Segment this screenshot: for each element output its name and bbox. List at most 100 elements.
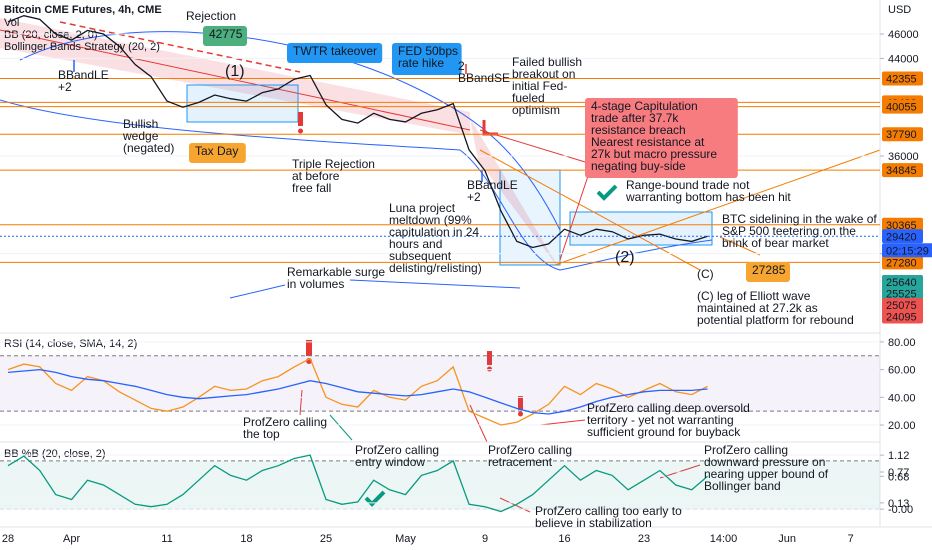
pointer [329, 414, 353, 441]
level-label-box [882, 99, 923, 114]
annotation-line: Failed bullish [512, 55, 582, 69]
alert-icons [298, 112, 523, 417]
annotation-line: (2) [615, 249, 635, 266]
x-tick-label: Jun [778, 533, 796, 545]
annotation-line: S&P 500 teetering on the [722, 224, 856, 238]
pointer [349, 279, 521, 289]
pointer [229, 284, 286, 299]
annotation-line: retracement [488, 455, 553, 469]
annotation: (1) [225, 63, 245, 80]
level-label-box [882, 217, 923, 232]
y-tick-label: 46000 [888, 29, 919, 41]
annotation: 2 BBandSE [458, 59, 510, 85]
annotation-line: breakout on [512, 67, 575, 81]
volume-label-box [882, 309, 923, 324]
annotation-line: 2 [458, 59, 465, 73]
annotation-line: trade after 37.7k [591, 111, 679, 125]
annotation-line: maintained at 27.2k as [697, 301, 818, 315]
annotation-line: potential platform for rebound [697, 313, 854, 327]
panel-title: BB %B (20, close, 2) [4, 448, 106, 460]
annotation-line: ProfZero calling [243, 415, 327, 429]
x-tick-label: 28 [2, 533, 14, 545]
annotation-line: +2 [58, 80, 72, 94]
countdown-box [882, 243, 932, 258]
annotation-line: negating buy-side [591, 159, 686, 173]
level-label: 30365 [886, 220, 917, 232]
annotation: Luna project meltdown (99% capitulation in… [389, 201, 482, 275]
annotation-line: ProfZero calling [704, 443, 788, 457]
series-line [7, 454, 709, 513]
volume-label: 25640 [886, 277, 917, 289]
annotation: (C) [697, 267, 714, 281]
annotation-line: in volumes [287, 277, 344, 291]
annotation: Tax Day [195, 144, 238, 158]
wedge-line [0, 29, 471, 131]
annotation-line: initial Fed- [512, 79, 567, 93]
annotation-line: 42775 [209, 27, 243, 41]
annotation: (2) [615, 249, 635, 266]
level-label: 27280 [886, 257, 917, 269]
y-tick-label: 20.00 [888, 420, 916, 432]
alert [487, 366, 492, 372]
resistance-line [59, 21, 301, 73]
last-label-box [882, 229, 923, 244]
annotation: BTC sidelining in the wake of S&P 500 tee… [722, 212, 877, 250]
alert [518, 396, 523, 410]
annotation-line: downward pressure on [704, 455, 825, 469]
annotation: Remarkable surge in volumes [287, 265, 385, 291]
annotation-line: delisting/relisting) [389, 261, 482, 275]
alert [298, 112, 303, 126]
annotation-line: optimism [512, 103, 560, 117]
annotation-line: ProfZero calling [355, 443, 439, 457]
annotation: ProfZero calling entry window [355, 443, 439, 469]
x-tick-label: 7 [848, 533, 854, 545]
annotation: FED 50bps rate hike [398, 44, 458, 70]
annotation-line: Triple Rejection [292, 157, 375, 171]
annotation-box [189, 143, 246, 163]
annotation: BBandLE +2 [58, 68, 109, 94]
annotation-line: entry window [355, 455, 425, 469]
x-tick-label: Apr [63, 533, 80, 545]
countdown: 02:15:29 [886, 245, 929, 257]
y-tick-label: 44000 [888, 53, 919, 65]
annotation-line: at before [292, 169, 340, 183]
wedge-fill [0, 18, 470, 135]
volume-label: 25525 [886, 289, 917, 301]
indicator-label: BB (20, close, 2, 0) [4, 29, 98, 41]
annotation: 42775 [209, 27, 243, 41]
x-tick-label: 9 [482, 533, 488, 545]
annotation-line: wedge [122, 129, 159, 143]
x-tick-label: 23 [638, 533, 650, 545]
band-fill [0, 355, 880, 412]
annotation: ProfZero calling too early to believe in … [535, 504, 682, 530]
pointer [719, 236, 761, 256]
y-tick-label: 40.00 [888, 392, 916, 404]
annotation: ProfZero calling the top [243, 415, 327, 441]
series-line [7, 357, 708, 426]
annotation-line: free fall [292, 181, 331, 195]
annotation-line: sufficient ground for buyback [587, 425, 741, 439]
annotation: Range-bound trade not warranting bottom h… [625, 178, 791, 204]
volume-label: 24095 [886, 312, 917, 324]
pointer [479, 129, 596, 166]
panel-title: RSI (14, close, SMA, 14, 2) [4, 338, 137, 350]
x-tick-label: 25 [320, 533, 332, 545]
annotation-line: BBandLE [467, 178, 518, 192]
volume-label-box [882, 298, 923, 312]
annotation-line: +2 [467, 190, 481, 204]
annotation-line: BTC sidelining in the wake of [722, 212, 877, 226]
level-label: 34845 [886, 165, 917, 177]
annotation-line: ProfZero calling deep oversold [587, 401, 750, 415]
y-tick-label: 36000 [888, 151, 919, 163]
x-tick-label: 11 [161, 533, 172, 545]
annotation-line: subsequent [389, 249, 452, 263]
annotation-box [746, 262, 790, 282]
annotation: Bullish wedge (negated) [122, 117, 174, 155]
volume-label-box [882, 286, 923, 301]
annotation-line: hours and [389, 237, 442, 251]
annotation: Rejection [186, 9, 236, 23]
level-label: 42355 [886, 74, 917, 86]
annotation-line: Range-bound trade not [626, 178, 750, 192]
series-line [7, 368, 708, 415]
annotation-line: (1) [225, 63, 245, 80]
